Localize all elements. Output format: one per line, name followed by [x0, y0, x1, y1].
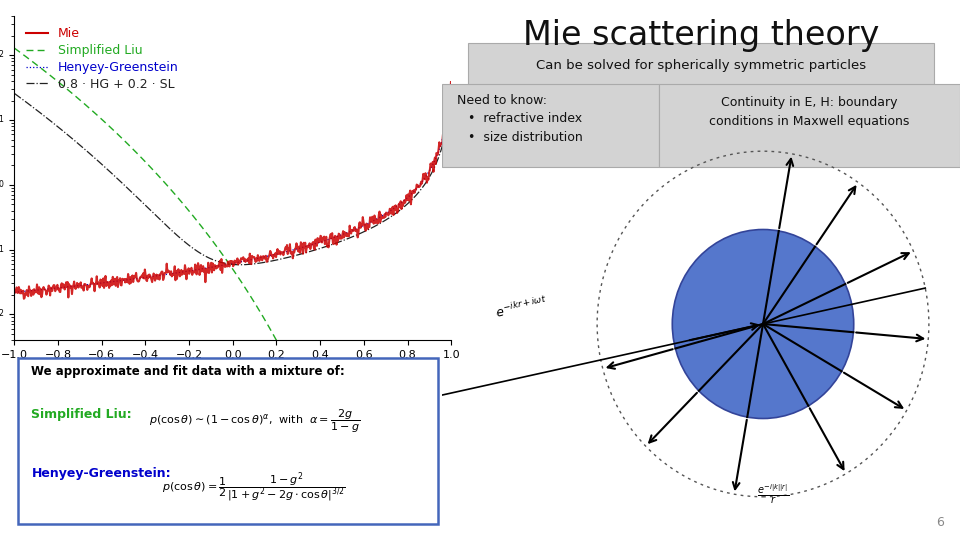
0.8 · HG + 0.2 · SL	[267, 258, 278, 264]
Henyey-Greenstein	[445, 80, 457, 86]
0.8 · HG + 0.2 · SL	[300, 249, 312, 256]
Simplified Liu	[337, 490, 348, 497]
Mie	[300, 245, 312, 252]
Simplified Liu	[300, 396, 312, 402]
Simplified Liu	[121, 140, 132, 146]
Henyey-Greenstein	[121, 276, 132, 283]
Simplified Liu	[206, 237, 218, 244]
FancyBboxPatch shape	[660, 84, 960, 167]
0.8 · HG + 0.2 · SL	[121, 184, 132, 191]
Henyey-Greenstein	[266, 252, 277, 259]
0.8 · HG + 0.2 · SL	[445, 86, 457, 93]
Text: •  refractive index: • refractive index	[468, 112, 582, 125]
Mie	[9, 287, 20, 294]
Henyey-Greenstein	[337, 231, 348, 238]
Text: •  size distribution: • size distribution	[468, 131, 583, 144]
Text: 6: 6	[937, 516, 945, 529]
FancyBboxPatch shape	[468, 43, 934, 89]
Henyey-Greenstein	[9, 289, 20, 295]
Text: Need to know:: Need to know:	[457, 94, 547, 107]
Line: Henyey-Greenstein: Henyey-Greenstein	[14, 83, 451, 292]
Mie	[338, 234, 349, 241]
Text: Simplified Liu:: Simplified Liu:	[32, 408, 132, 421]
Mie	[86, 280, 98, 287]
Line: 0.8 · HG + 0.2 · SL: 0.8 · HG + 0.2 · SL	[14, 90, 451, 265]
Mie	[267, 252, 278, 258]
Henyey-Greenstein	[206, 264, 218, 271]
FancyBboxPatch shape	[18, 358, 438, 524]
FancyBboxPatch shape	[442, 84, 660, 167]
Line: Mie: Mie	[14, 82, 451, 299]
Mie	[207, 260, 219, 267]
Mie	[445, 79, 457, 85]
Simplified Liu	[85, 107, 97, 113]
0.8 · HG + 0.2 · SL	[85, 152, 97, 159]
Text: $p(\cos\theta) \sim (1-\cos\theta)^\alpha$,  with  $\alpha = \dfrac{2g}{1-g}$: $p(\cos\theta) \sim (1-\cos\theta)^\alph…	[150, 408, 361, 435]
Simplified Liu	[266, 328, 277, 335]
0.8 · HG + 0.2 · SL	[206, 256, 218, 262]
Circle shape	[672, 230, 853, 418]
Text: $e^{-ikr+i\omega t}$: $e^{-ikr+i\omega t}$	[493, 294, 548, 321]
Mie	[122, 279, 133, 286]
Text: $p(\cos\theta) = \dfrac{1}{2}\dfrac{1-g^2}{|1+g^2-2g\cdot\cos\theta|^{3/2}}$: $p(\cos\theta) = \dfrac{1}{2}\dfrac{1-g^…	[162, 470, 347, 504]
Legend: Mie, Simplified Liu, Henyey-Greenstein, 0.8 · HG + 0.2 · SL: Mie, Simplified Liu, Henyey-Greenstein, …	[21, 23, 184, 96]
Text: Continuity in E, H: boundary: Continuity in E, H: boundary	[721, 96, 898, 109]
0.8 · HG + 0.2 · SL	[9, 90, 20, 97]
Henyey-Greenstein	[85, 281, 97, 287]
Text: $\frac{e^{-i|k||r|}}{r}$: $\frac{e^{-i|k||r|}}{r}$	[757, 482, 789, 506]
Line: Simplified Liu: Simplified Liu	[14, 48, 451, 540]
0.8 · HG + 0.2 · SL	[338, 237, 349, 244]
0.8 · HG + 0.2 · SL	[234, 261, 246, 268]
Mie	[18, 295, 30, 302]
Henyey-Greenstein	[300, 243, 312, 249]
Text: Can be solved for spherically symmetric particles: Can be solved for spherically symmetric …	[536, 59, 866, 72]
Text: We approximate and fit data with a mixture of:: We approximate and fit data with a mixtu…	[32, 365, 346, 378]
Simplified Liu	[9, 45, 20, 51]
Text: Henyey-Greenstein:: Henyey-Greenstein:	[32, 467, 171, 480]
Text: conditions in Maxwell equations: conditions in Maxwell equations	[709, 115, 910, 128]
Text: Mie scattering theory: Mie scattering theory	[522, 19, 879, 52]
X-axis label: cos(scattering angle): cos(scattering angle)	[166, 366, 300, 379]
